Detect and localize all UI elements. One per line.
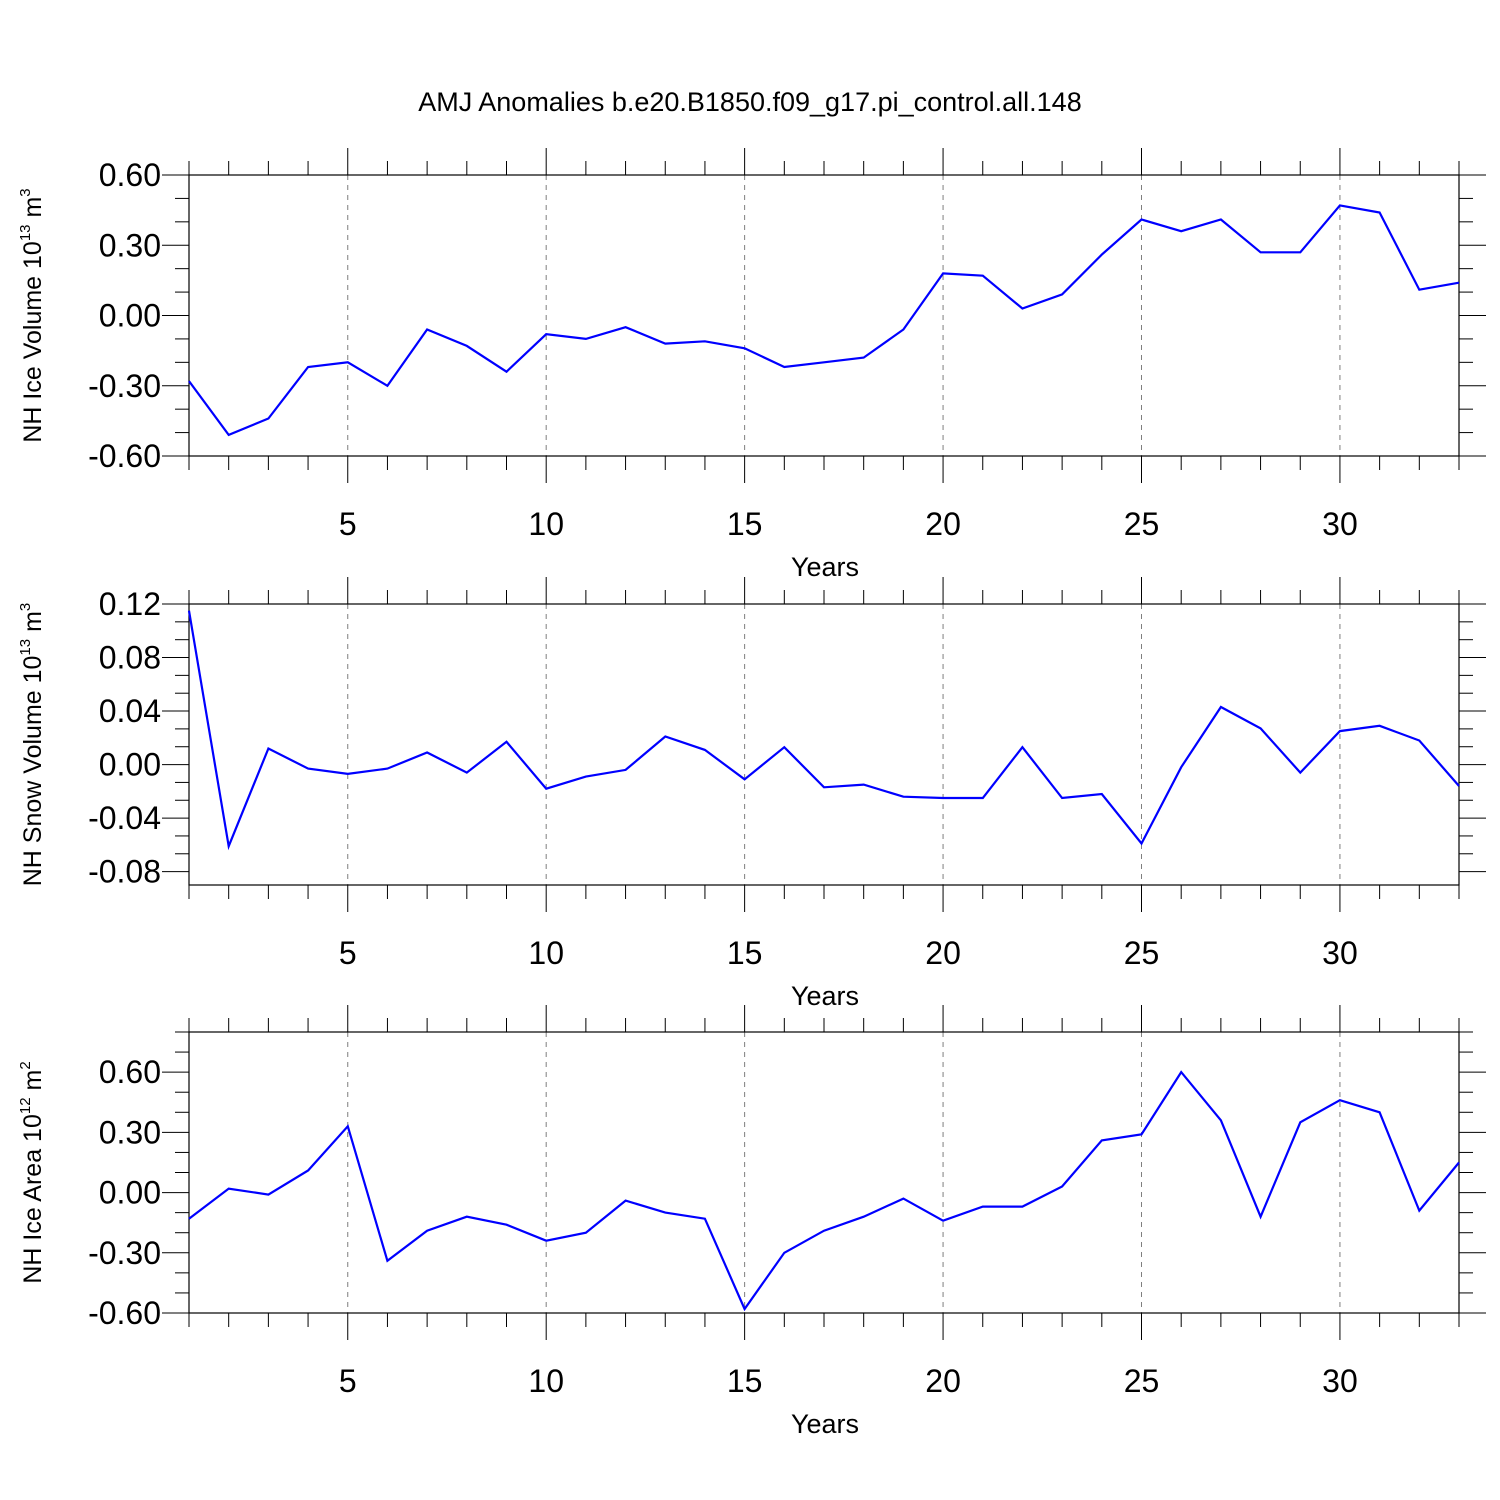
x-tick-label: 30 bbox=[1322, 1363, 1358, 1399]
x-tick-label: 15 bbox=[727, 1363, 763, 1399]
series-line bbox=[187, 610, 1460, 851]
x-tick-label: 20 bbox=[925, 1363, 961, 1399]
chart-panels: -0.60 -0.30 0.00 0.30 0.60 5 10 15 20 25 30 Years NH… bbox=[17, 148, 1486, 1439]
x-axis-label: Years bbox=[791, 981, 859, 1011]
x-tick-label: 15 bbox=[727, 506, 763, 542]
y-tick-label: -0.60 bbox=[88, 438, 161, 474]
y-tick-label: 0.00 bbox=[99, 1175, 161, 1211]
x-tick-label: 5 bbox=[339, 1363, 357, 1399]
x-tick-label: 30 bbox=[1322, 506, 1358, 542]
y-tick-label: 0.12 bbox=[99, 586, 161, 622]
x-tick-label: 30 bbox=[1322, 935, 1358, 971]
x-tick-label: 10 bbox=[528, 935, 564, 971]
y-tick-label: -0.30 bbox=[88, 1235, 161, 1271]
plot-frame bbox=[188, 603, 1460, 886]
y-tick-label: 0.60 bbox=[99, 1054, 161, 1090]
series-line bbox=[188, 1070, 1460, 1312]
x-tick-label: 10 bbox=[528, 506, 564, 542]
panel-1: -0.60 -0.30 0.00 0.30 0.60 5 10 15 20 25 30 Years NH… bbox=[17, 148, 1486, 582]
chart-title: AMJ Anomalies b.e20.B1850.f09_g17.pi_con… bbox=[418, 87, 1081, 117]
y-tick-label: -0.04 bbox=[88, 800, 161, 836]
plot-frame bbox=[188, 1031, 1460, 1314]
x-tick-label: 10 bbox=[528, 1363, 564, 1399]
x-tick-label: 25 bbox=[1124, 935, 1160, 971]
panel-2: -0.08 -0.04 0.00 0.04 0.08 0.12 5 10 15 20 25 30 Yea… bbox=[17, 577, 1486, 1011]
y-tick-label: 0.00 bbox=[99, 298, 161, 334]
x-axis-label: Years bbox=[791, 1409, 859, 1439]
x-tick-label: 25 bbox=[1124, 506, 1160, 542]
x-tick-label: 20 bbox=[925, 935, 961, 971]
plot-frame bbox=[188, 174, 1460, 457]
y-axis-label: NH Ice Volume 1013 m3 bbox=[17, 188, 47, 442]
y-tick-label: -0.30 bbox=[88, 368, 161, 404]
x-tick-label: 5 bbox=[339, 935, 357, 971]
x-tick-label: 5 bbox=[339, 506, 357, 542]
y-tick-label: 0.00 bbox=[99, 747, 161, 783]
x-axis-label: Years bbox=[791, 552, 859, 582]
y-tick-label: 0.60 bbox=[99, 157, 161, 193]
y-tick-label: 0.04 bbox=[99, 693, 161, 729]
x-tick-label: 15 bbox=[727, 935, 763, 971]
x-tick-label: 20 bbox=[925, 506, 961, 542]
x-tick-label: 25 bbox=[1124, 1363, 1160, 1399]
panel-3: -0.60 -0.30 0.00 0.30 0.60 5 10 15 20 25 30 Years NH… bbox=[17, 1005, 1486, 1439]
y-tick-label: 0.30 bbox=[99, 1114, 161, 1150]
y-axis-label: NH Ice Area 1012 m2 bbox=[17, 1061, 47, 1283]
y-tick-label: 0.30 bbox=[99, 227, 161, 263]
y-tick-label: -0.60 bbox=[88, 1295, 161, 1331]
series-line bbox=[188, 204, 1460, 437]
y-tick-label: -0.08 bbox=[88, 854, 161, 890]
y-tick-label: 0.08 bbox=[99, 640, 161, 676]
y-axis-label: NH Snow Volume 1013 m3 bbox=[17, 603, 47, 887]
